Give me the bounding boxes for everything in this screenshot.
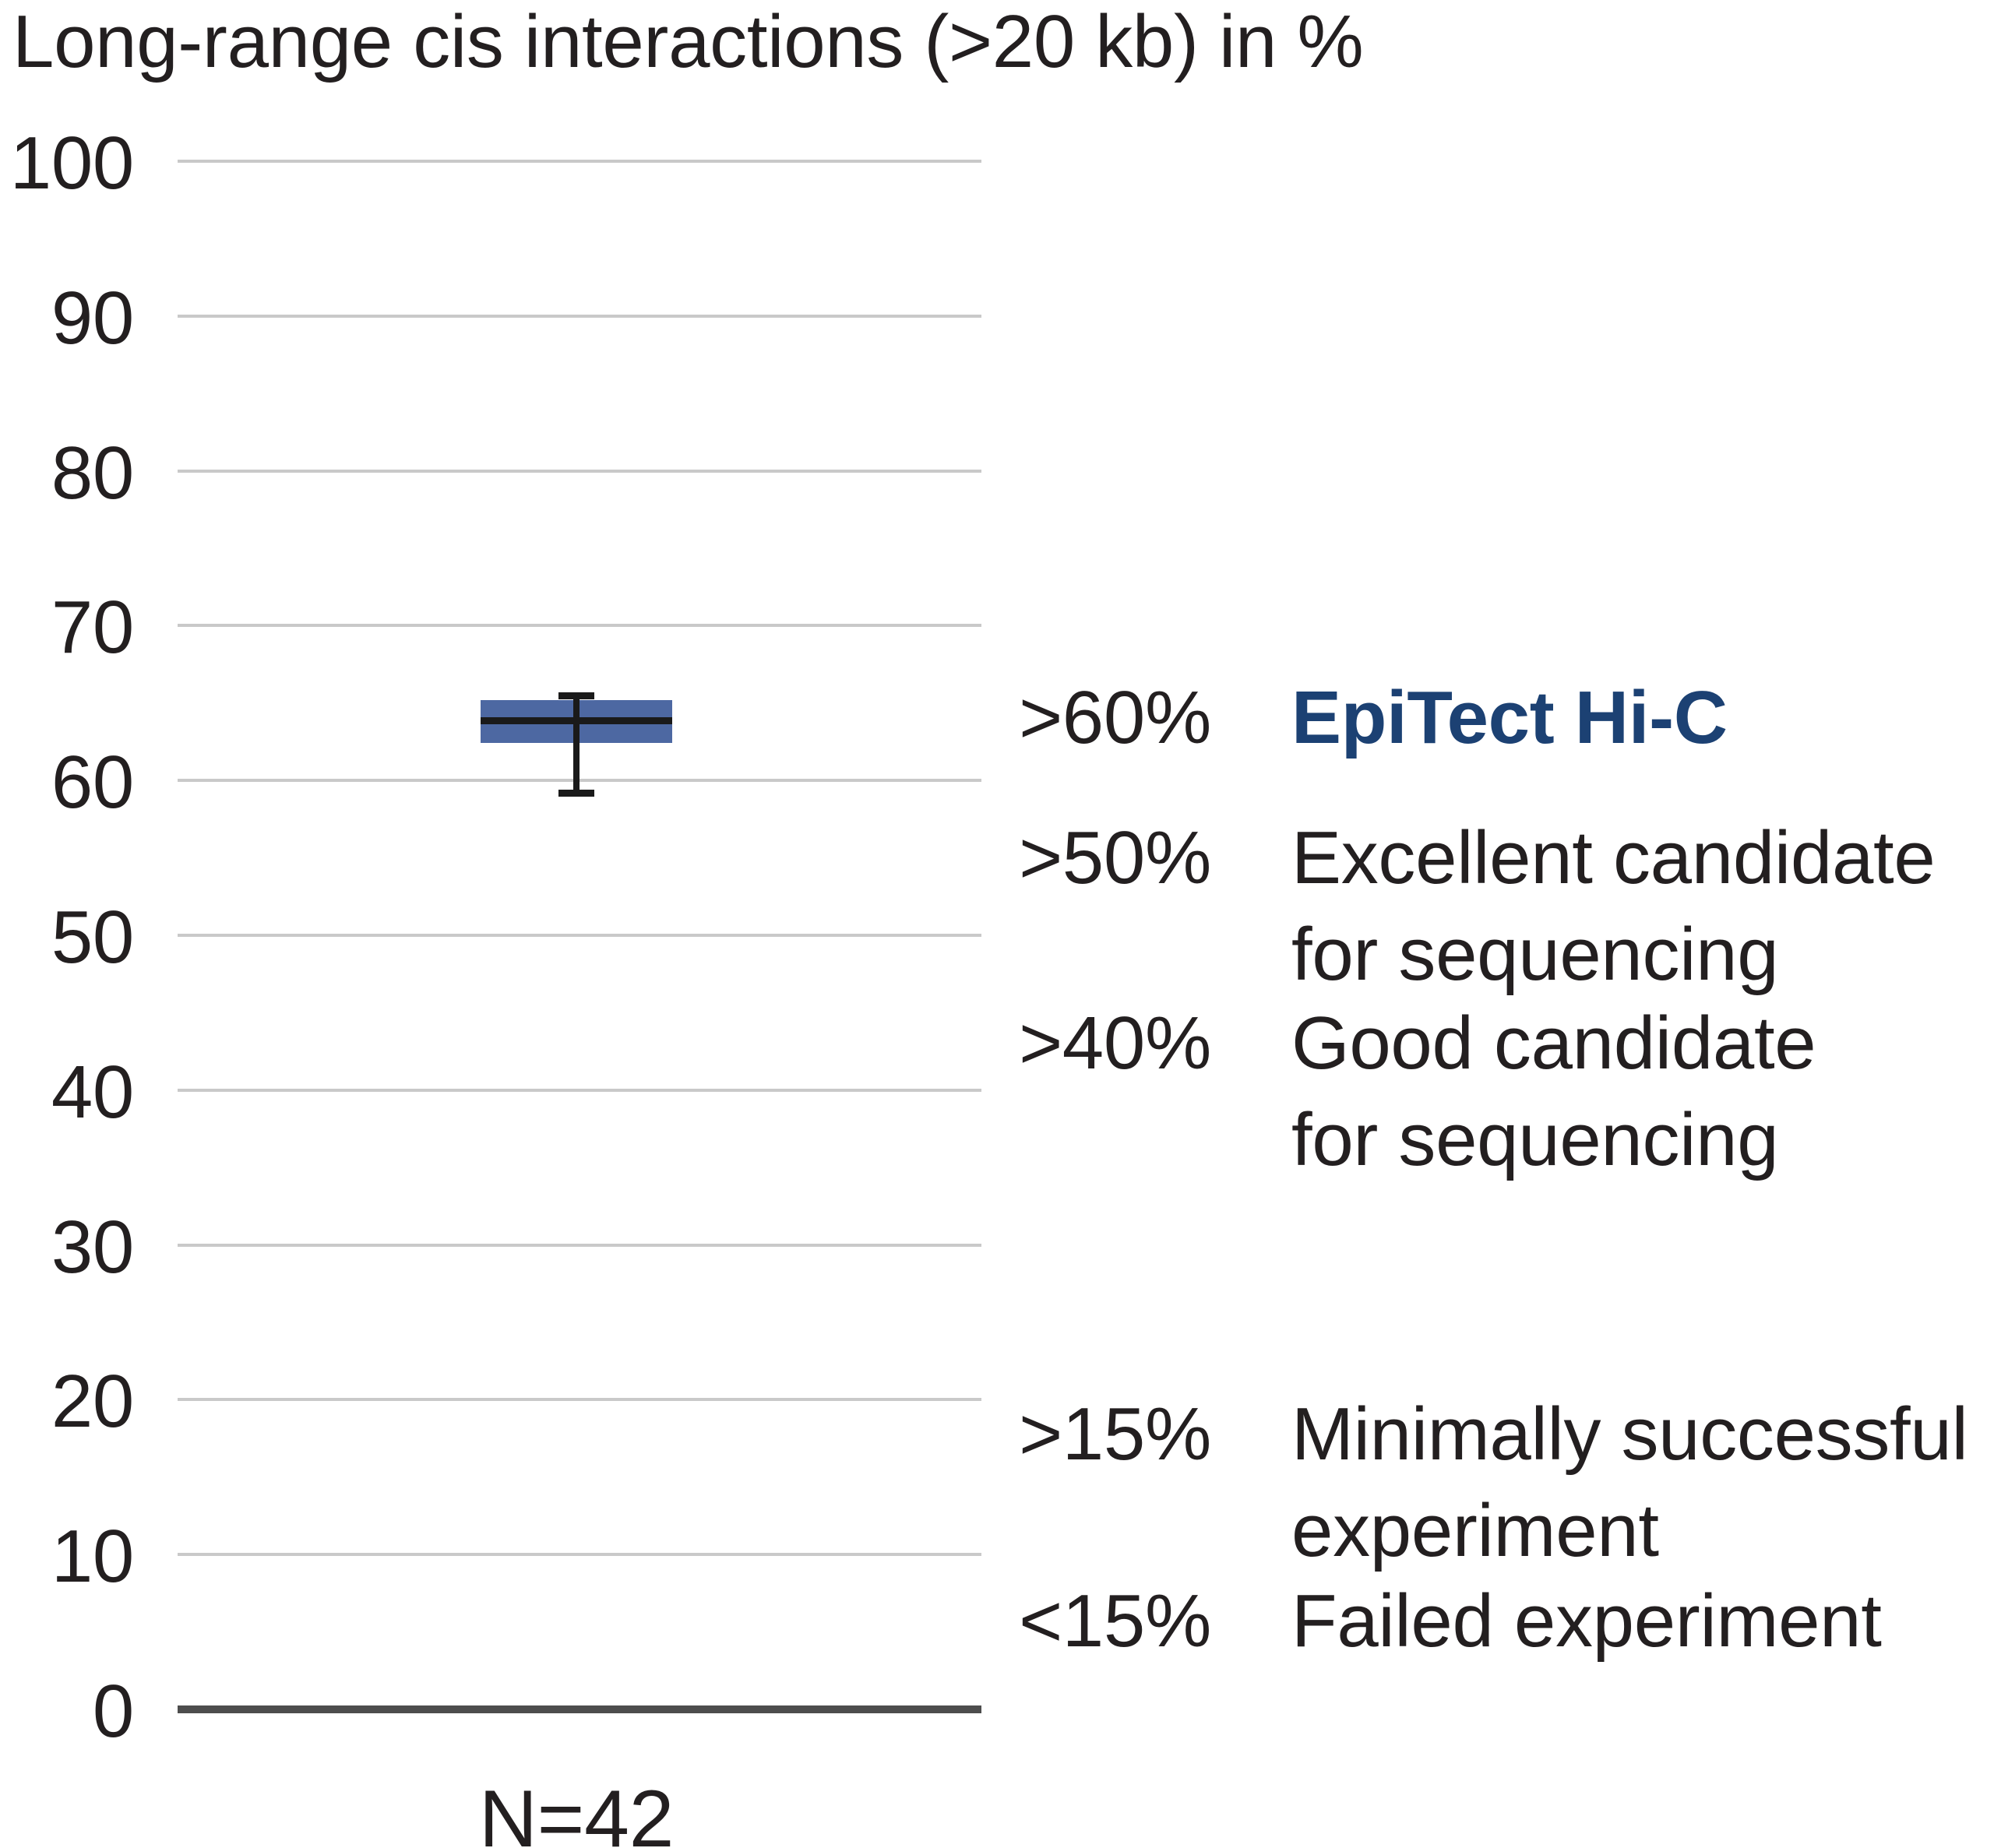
annotation-line: Good candidate <box>1291 1001 1816 1085</box>
whisker-cap-bottom <box>558 790 594 797</box>
annotation-line: experiment <box>1291 1489 1659 1572</box>
gridline <box>178 1088 981 1092</box>
gridline <box>178 1398 981 1402</box>
annotation-text: EpiTect Hi-C <box>1291 670 1728 766</box>
median-line <box>481 716 672 724</box>
y-tick-label: 40 <box>51 1050 134 1134</box>
gridline <box>178 469 981 473</box>
annotation-threshold: >15% <box>1019 1392 1211 1476</box>
annotation-threshold: <15% <box>1019 1579 1211 1663</box>
gridline <box>178 1243 981 1247</box>
gridline <box>178 314 981 318</box>
y-tick-label: 60 <box>51 741 134 825</box>
annotation-line: for sequencing <box>1291 913 1779 996</box>
gridline <box>178 160 981 163</box>
annotation-text: Minimally successful experiment <box>1291 1386 1968 1579</box>
gridline <box>178 779 981 783</box>
y-tick-label: 70 <box>51 586 134 670</box>
y-tick-label: 90 <box>51 276 134 360</box>
x-axis-line <box>178 1705 981 1713</box>
annotation-line: for sequencing <box>1291 1098 1779 1181</box>
sample-size-label: N=42 <box>478 1774 675 1848</box>
annotation-line: Excellent candidate <box>1291 816 1936 899</box>
y-tick-label: 10 <box>51 1515 134 1599</box>
whisker-cap-top <box>558 692 594 699</box>
annotation-line: Minimally successful <box>1291 1392 1968 1476</box>
gridline <box>178 1553 981 1557</box>
gridline <box>178 934 981 937</box>
y-tick-label: 80 <box>51 431 134 515</box>
y-tick-label: 50 <box>51 896 134 979</box>
whisker-line <box>573 695 580 794</box>
annotation-threshold: >50% <box>1019 816 1211 899</box>
annotation-text: Good candidate for sequencing <box>1291 995 1816 1188</box>
gridline <box>178 624 981 628</box>
annotation-text: Excellent candidate for sequencing <box>1291 810 1936 1003</box>
annotation-threshold: >60% <box>1019 676 1211 759</box>
y-tick-label: 20 <box>51 1360 134 1444</box>
annotation-line: Failed experiment <box>1291 1579 1882 1663</box>
y-tick-label: 30 <box>51 1205 134 1289</box>
y-tick-label: 0 <box>92 1670 134 1753</box>
chart-title: Long-range cis interactions (>20 kb) in … <box>12 0 1364 83</box>
y-tick-label: 100 <box>9 121 135 205</box>
annotation-text: Failed experiment <box>1291 1573 1882 1670</box>
annotation-line: EpiTect Hi-C <box>1291 676 1728 759</box>
annotation-threshold: >40% <box>1019 1001 1211 1085</box>
